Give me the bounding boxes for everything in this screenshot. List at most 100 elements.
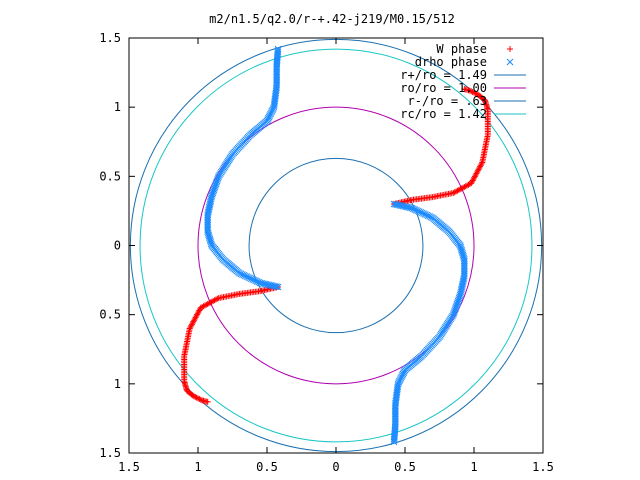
- point-0-0-111: [475, 91, 482, 98]
- point-0-1-60: [191, 317, 198, 324]
- point-0-1-113: [193, 394, 200, 401]
- point-1-0-167: [391, 406, 399, 413]
- point-1-1-168: [273, 76, 281, 84]
- point-0-1-62: [189, 319, 196, 326]
- point-1-1-172: [273, 70, 281, 78]
- point-0-1-116: [197, 396, 204, 403]
- point-0-0-41: [454, 187, 461, 194]
- point-0-0-113: [472, 90, 479, 97]
- point-1-0-186: [390, 435, 398, 443]
- point-1-0-169: [391, 409, 399, 416]
- point-0-1-54: [195, 308, 202, 315]
- x-tick-label-4: 0.5: [394, 460, 416, 474]
- point-1-1-174: [273, 67, 281, 74]
- point-0-1-46: [204, 301, 211, 308]
- x-tick-label-0: 1.5: [118, 460, 140, 474]
- point-1-1-165: [273, 81, 281, 89]
- point-0-0-44: [458, 185, 465, 192]
- point-0-1-112: [192, 393, 199, 400]
- point-0-0-60: [474, 167, 481, 174]
- y-tick-label-3: 0: [114, 239, 121, 253]
- x-tick-label-5: 1: [470, 460, 477, 474]
- y-tick-label-4: 0.5: [99, 169, 121, 183]
- point-1-0-172: [391, 413, 399, 421]
- point-0-0-54: [470, 176, 477, 183]
- point-0-0-51: [468, 180, 475, 187]
- points-layer: [181, 45, 491, 446]
- y-tick-label-5: 1: [114, 100, 121, 114]
- point-0-0-63: [477, 163, 484, 170]
- point-0-1-42: [210, 298, 217, 305]
- point-0-0-65: [478, 160, 485, 167]
- point-1-1-171: [273, 71, 281, 79]
- point-0-1-56: [194, 311, 201, 318]
- x-tick-label-2: 0.5: [256, 460, 278, 474]
- point-0-0-61: [475, 166, 482, 173]
- point-0-1-49: [200, 303, 207, 310]
- point-0-1-61: [190, 318, 197, 325]
- point-0-0-38: [450, 189, 457, 196]
- point-0-1-115: [196, 396, 203, 403]
- point-0-0-39: [451, 189, 458, 196]
- point-0-0-116: [468, 88, 475, 95]
- point-0-1-39: [214, 295, 221, 302]
- point-0-0-62: [476, 165, 483, 172]
- legend-label-series-1: drho phase: [415, 55, 487, 69]
- point-0-0-55: [471, 174, 478, 181]
- point-1-1-170: [273, 73, 281, 81]
- point-1-1-166: [273, 79, 281, 87]
- point-1-1-188: [274, 45, 282, 53]
- point-0-0-53: [469, 177, 476, 184]
- point-1-1-169: [273, 75, 281, 82]
- point-0-0-42: [455, 186, 462, 193]
- point-0-0-64: [477, 162, 484, 169]
- point-0-0-46: [461, 183, 468, 190]
- point-0-1-51: [197, 304, 204, 311]
- point-0-0-56: [471, 173, 478, 180]
- legend-label-circle-0: r+/ro = 1.49: [400, 68, 487, 82]
- point-0-0-112: [473, 91, 480, 98]
- point-0-1-44: [207, 299, 214, 306]
- point-0-0-49: [465, 181, 472, 188]
- point-0-0-59: [474, 169, 481, 176]
- point-0-1-40: [212, 296, 219, 303]
- point-0-0-115: [469, 88, 476, 95]
- point-1-0-188: [390, 438, 398, 446]
- point-1-0-165: [391, 402, 399, 410]
- circle-1: [197, 106, 475, 385]
- point-1-0-164: [391, 401, 399, 408]
- point-0-1-47: [203, 301, 210, 308]
- x-tick-label-6: 1.5: [532, 460, 554, 474]
- point-0-1-41: [211, 297, 218, 304]
- point-0-0-57: [472, 171, 479, 178]
- point-0-0-48: [464, 182, 471, 189]
- point-1-1-186: [274, 48, 282, 56]
- circle-2: [248, 157, 424, 334]
- point-0-1-114: [195, 395, 201, 402]
- point-1-0-174: [391, 417, 399, 424]
- legend-label-series-0: W phase: [436, 42, 487, 56]
- point-1-0-187: [390, 437, 398, 444]
- legend-label-circle-3: rc/ro = 1.42: [400, 107, 487, 121]
- y-tick-label-1: 1: [114, 377, 121, 391]
- point-0-1-52: [197, 306, 204, 313]
- point-0-1-58: [192, 314, 199, 321]
- point-0-1-43: [208, 298, 215, 305]
- y-tick-label-2: 0.5: [99, 308, 121, 322]
- point-0-0-114: [471, 89, 477, 96]
- point-0-0-43: [457, 186, 464, 193]
- point-0-1-64: [188, 322, 195, 329]
- chart-title: m2/n1.5/q2.0/r-+.42-j219/M0.15/512: [209, 12, 455, 26]
- point-1-1-187: [274, 47, 282, 54]
- point-0-1-45: [206, 300, 213, 307]
- point-0-1-57: [193, 313, 200, 320]
- point-0-1-59: [191, 315, 198, 322]
- circle-3: [139, 48, 533, 443]
- ticks-layer: 1.5 1 0.5 0 0.5 1 1.51.510.500.511.5: [99, 31, 554, 474]
- point-0-0-47: [462, 183, 469, 190]
- point-0-0-45: [459, 184, 466, 191]
- point-0-1-53: [196, 307, 203, 314]
- point-1-0-171: [391, 412, 399, 420]
